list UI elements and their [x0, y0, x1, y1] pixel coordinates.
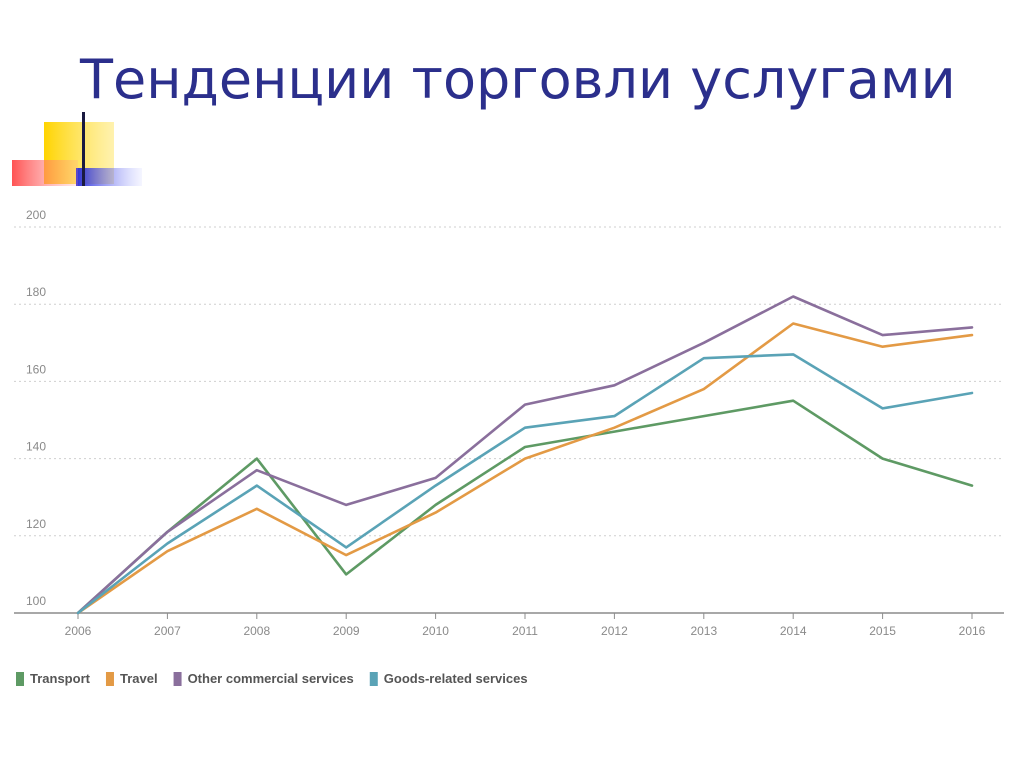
y-tick-label: 180 [26, 285, 46, 299]
y-tick-label: 160 [26, 362, 46, 376]
y-tick-label: 100 [26, 594, 46, 608]
chart-series [76, 295, 974, 615]
series-line-goods-related-services [76, 353, 974, 615]
x-tick-label: 2010 [422, 624, 449, 638]
legend-label: Travel [120, 671, 158, 686]
x-tick-label: 2008 [243, 624, 270, 638]
y-tick-label: 140 [26, 440, 46, 454]
legend-swatch [16, 672, 24, 686]
x-tick-label: 2011 [512, 624, 538, 638]
series-line-transport [76, 399, 974, 615]
chart-grid [14, 226, 1004, 537]
title-decoration [12, 112, 142, 186]
legend-swatch [105, 672, 114, 686]
y-tick-label: 200 [26, 208, 46, 222]
chart-axis: 100 120 140 160 180 200 2006 2007 2008 2009 2010 20… [14, 208, 1004, 638]
x-tick-label: 2012 [601, 624, 628, 638]
x-tick-label: 2013 [690, 624, 717, 638]
line-chart: 100 120 140 160 180 200 2006 2007 2008 2009 2010 20… [14, 208, 1004, 686]
x-tick-label: 2006 [65, 624, 92, 638]
legend-label: Goods-related services [384, 671, 528, 686]
legend-label: Transport [30, 671, 91, 686]
x-tick-label: 2007 [154, 624, 181, 638]
y-tick-label: 120 [26, 517, 46, 531]
legend-label: Other commercial services [188, 671, 354, 686]
x-tick-label: 2016 [959, 624, 986, 638]
deco-red-bar [12, 160, 78, 186]
series-line-other-commercial-services [76, 295, 974, 615]
x-tick-label: 2014 [780, 624, 807, 638]
deco-blue-bar [76, 168, 142, 186]
slide-title: Тенденции торговли услугами [80, 48, 956, 111]
series-line-travel [76, 322, 974, 615]
x-tick-label: 2009 [333, 624, 360, 638]
x-tick-label: 2015 [869, 624, 896, 638]
legend-swatch [369, 672, 378, 686]
chart-legend: Transport Travel Other commercial services… [16, 671, 528, 686]
legend-swatch [173, 672, 182, 686]
deco-vertical-line [82, 112, 85, 186]
